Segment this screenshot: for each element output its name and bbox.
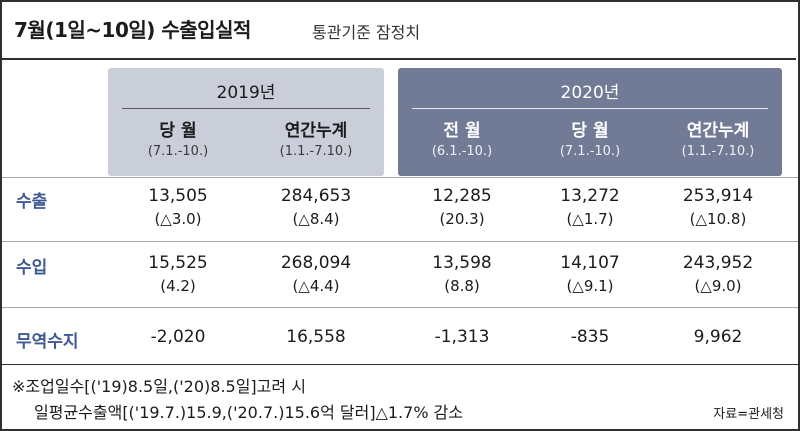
header-2019: 2019년 당 월 (7.1.-10.) 연간누계 (1.1.-7.10.)	[108, 68, 384, 176]
cell-value: 284,653	[280, 186, 352, 206]
cell-change: (△8.4)	[292, 210, 340, 228]
cell-value: 16,558	[286, 327, 346, 347]
page-subtitle: 통관기준 잠정치	[312, 23, 421, 42]
cell-change: (△10.8)	[689, 210, 747, 228]
cell-change: (△4.4)	[292, 277, 340, 295]
table-cell: 13,598 (8.8)	[398, 253, 526, 295]
footnote-line-2: 일평균수출액[('19.7.)15.9,('20.7.)15.6억 달러]△1.…	[34, 403, 464, 422]
cell-value: 12,285	[432, 186, 492, 206]
cell-value: 13,598	[432, 253, 492, 273]
column-label: 연간누계	[284, 121, 348, 141]
cell-value: 13,505	[148, 186, 208, 206]
cell-change: (4.2)	[160, 277, 196, 295]
column-header-2020-prev-month: 전 월 (6.1.-10.)	[398, 116, 526, 159]
table-cell: 12,285 (20.3)	[398, 186, 526, 228]
title-bar: 7월(1일~10일) 수출입실적 통관기준 잠정치	[0, 0, 796, 60]
cell-change: (8.8)	[444, 277, 480, 295]
year-2020-label: 2020년	[560, 83, 620, 103]
column-label: 전 월	[443, 121, 481, 141]
table-cell: 14,107 (△9.1)	[526, 253, 654, 295]
page-title: 7월(1일~10일) 수출입실적	[14, 18, 251, 42]
header-2020: 2020년 전 월 (6.1.-10.) 당 월 (7.1.-10.) 연간누계…	[398, 68, 782, 176]
table-cell: -835	[526, 327, 654, 347]
row-label-imports: 수입	[16, 258, 48, 278]
column-label: 당 월	[159, 121, 197, 141]
cell-value: 13,272	[560, 186, 620, 206]
cell-change: (△9.0)	[694, 277, 742, 295]
cell-value: -835	[570, 327, 610, 347]
year-divider	[412, 108, 768, 109]
column-period: (7.1.-10.)	[147, 144, 209, 159]
table-cell: -1,313	[398, 327, 526, 347]
table-cell: 16,558	[248, 327, 384, 347]
table-cell: 253,914 (△10.8)	[654, 186, 782, 228]
table-cell: 284,653 (△8.4)	[248, 186, 384, 228]
table-cell: 13,272 (△1.7)	[526, 186, 654, 228]
column-period: (6.1.-10.)	[431, 144, 493, 159]
cell-value: 14,107	[560, 253, 620, 273]
column-period: (1.1.-7.10.)	[681, 144, 755, 159]
cell-change: (20.3)	[439, 210, 485, 228]
cell-value: -1,313	[434, 327, 490, 347]
cell-value: 15,525	[148, 253, 208, 273]
cell-value: -2,020	[150, 327, 206, 347]
column-label: 당 월	[571, 121, 609, 141]
column-period: (1.1.-7.10.)	[279, 144, 353, 159]
footnote-line-1: ※조업일수[('19)8.5일,('20)8.5일]고려 시	[12, 377, 306, 396]
row-divider	[2, 241, 798, 242]
year-2019-label: 2019년	[216, 83, 276, 103]
table-cell: 243,952 (△9.0)	[654, 253, 782, 295]
cell-change: (△1.7)	[566, 210, 614, 228]
table-cell: -2,020	[108, 327, 248, 347]
table-cell: 13,505 (△3.0)	[108, 186, 248, 228]
cell-value: 243,952	[682, 253, 754, 273]
column-header-2020-month: 당 월 (7.1.-10.)	[526, 116, 654, 159]
table-cell: 15,525 (4.2)	[108, 253, 248, 295]
row-divider	[2, 307, 798, 308]
column-label: 연간누계	[686, 121, 750, 141]
table-cell: 268,094 (△4.4)	[248, 253, 384, 295]
cell-value: 268,094	[280, 253, 352, 273]
column-header-2020-ytd: 연간누계 (1.1.-7.10.)	[654, 116, 782, 159]
row-divider	[2, 177, 798, 178]
column-header-2019-ytd: 연간누계 (1.1.-7.10.)	[248, 116, 384, 159]
cell-change: (△9.1)	[566, 277, 614, 295]
column-period: (7.1.-10.)	[559, 144, 621, 159]
cell-value: 253,914	[682, 186, 754, 206]
row-label-exports: 수출	[16, 192, 48, 212]
cell-change: (△3.0)	[154, 210, 202, 228]
column-header-2019-month: 당 월 (7.1.-10.)	[108, 116, 248, 159]
notes-divider	[2, 364, 798, 365]
year-divider	[122, 108, 370, 109]
cell-value: 9,962	[693, 327, 743, 347]
table-cell: 9,962	[654, 327, 782, 347]
source-credit: 자료=관세청	[713, 407, 784, 422]
row-label-trade-balance: 무역수지	[16, 332, 79, 352]
